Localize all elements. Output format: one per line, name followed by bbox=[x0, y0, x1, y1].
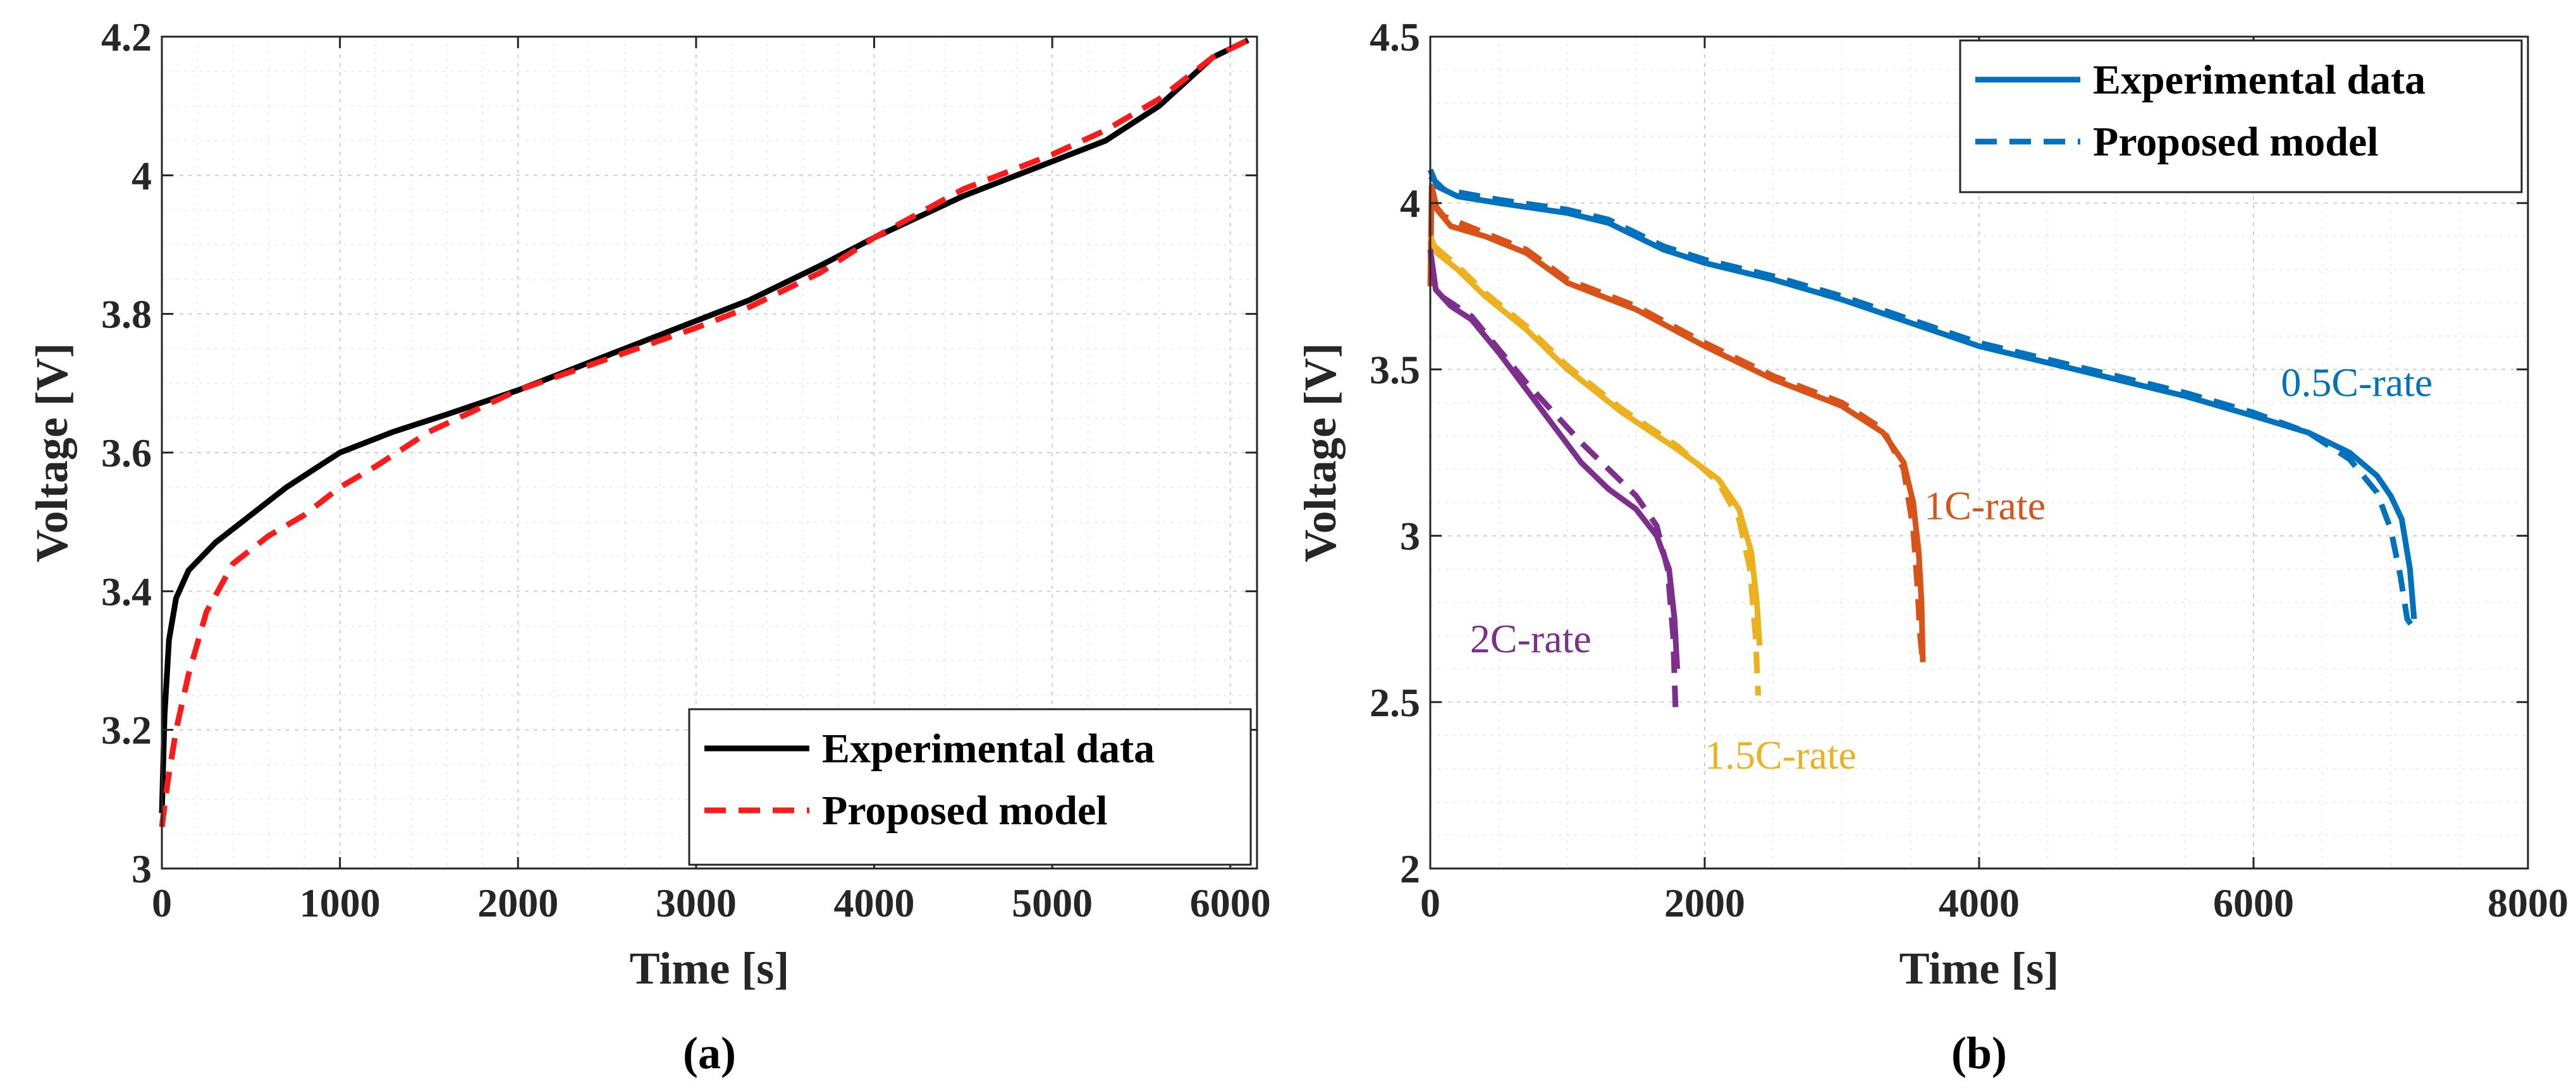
legend: Experimental data Proposed model bbox=[688, 708, 1252, 866]
series-line-proposed-model bbox=[159, 37, 1249, 827]
x-tick-label: 6000 bbox=[1190, 881, 1271, 925]
x-tick-label: 8000 bbox=[2487, 881, 2568, 925]
annotation-1c-rate: 1C-rate bbox=[1924, 483, 2045, 528]
y-tick-label: 3.8 bbox=[101, 292, 152, 337]
y-tick-label: 3.2 bbox=[101, 708, 152, 753]
y-tick-label: 4 bbox=[1400, 181, 1420, 226]
series-group bbox=[1427, 168, 2417, 719]
x-tick-label: 0 bbox=[152, 881, 172, 925]
series-line-2c-rate-model bbox=[1439, 293, 1679, 719]
y-tick-label: 4.5 bbox=[1370, 15, 1420, 59]
series-line-1c-rate-model bbox=[1430, 201, 1926, 663]
y-tick-label: 2 bbox=[1400, 846, 1420, 891]
x-tick-label: 2000 bbox=[477, 881, 558, 925]
x-axis-label: Time [s] bbox=[1899, 943, 2059, 994]
series-line-experimental-data bbox=[159, 37, 1249, 814]
y-tick-label: 3.4 bbox=[101, 569, 152, 614]
x-tick-label: 4000 bbox=[834, 881, 915, 925]
chart-panel-b: 0 2000 4000 6000 8000 2 2.5 3 3.5 4 4.5 Time [s] Vol… bbox=[1295, 15, 2568, 1078]
y-tick-label: 4 bbox=[132, 153, 152, 198]
legend: Experimental data Proposed model bbox=[1959, 39, 2523, 193]
series-group bbox=[159, 37, 1249, 827]
y-axis-label: Voltage [V] bbox=[27, 343, 77, 562]
x-tick-label: 0 bbox=[1420, 881, 1440, 925]
y-tick-label: 3.5 bbox=[1370, 347, 1420, 392]
x-axis-label: Time [s] bbox=[630, 943, 790, 994]
y-tick-label: 4.2 bbox=[101, 15, 152, 59]
x-tick-label: 2000 bbox=[1664, 881, 1745, 925]
series-line-1-5c-rate-model bbox=[1432, 244, 1762, 696]
legend-label: Proposed model bbox=[822, 788, 1108, 834]
chart-panel-a: 0 1000 2000 3000 4000 5000 6000 3 3.2 3.4 3.6 3.8 4 4… bbox=[27, 15, 1271, 1078]
x-tick-label: 4000 bbox=[1939, 881, 2020, 925]
series-line-0-5c-rate-model bbox=[1428, 174, 2417, 631]
panel-caption: (b) bbox=[1951, 1028, 2007, 1078]
legend-box bbox=[688, 708, 1252, 866]
y-tick-label: 2.5 bbox=[1370, 680, 1420, 725]
x-tick-label: 1000 bbox=[300, 881, 381, 925]
legend-label: Proposed model bbox=[2093, 119, 2379, 165]
annotation-2c-rate: 2C-rate bbox=[1470, 616, 1592, 661]
legend-box bbox=[1959, 39, 2523, 193]
x-tick-label: 3000 bbox=[656, 881, 737, 925]
legend-label: Experimental data bbox=[822, 726, 1155, 772]
series-line-0-5c-rate-experimental bbox=[1427, 168, 2417, 619]
series-line-1c-rate-experimental bbox=[1427, 183, 1926, 662]
annotation-1-5c-rate: 1.5C-rate bbox=[1705, 733, 1856, 777]
panel-caption: (a) bbox=[683, 1028, 736, 1078]
y-axis-label: Voltage [V] bbox=[1295, 343, 1346, 562]
annotation-0-5c-rate: 0.5C-rate bbox=[2281, 360, 2432, 405]
x-tick-label: 6000 bbox=[2213, 881, 2294, 925]
y-tick-label: 3.6 bbox=[101, 430, 152, 475]
y-tick-label: 3 bbox=[132, 846, 152, 891]
y-tick-label: 3 bbox=[1400, 514, 1420, 559]
x-tick-label: 5000 bbox=[1012, 881, 1093, 925]
legend-label: Experimental data bbox=[2093, 57, 2426, 103]
